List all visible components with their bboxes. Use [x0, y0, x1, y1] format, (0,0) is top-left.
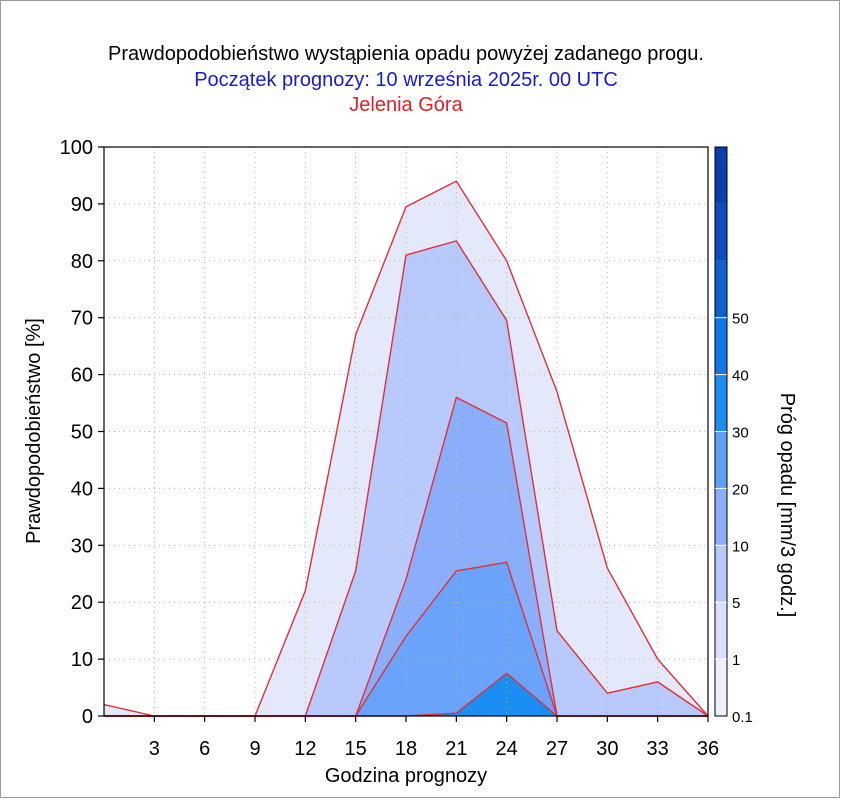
x-tick-label: 30 — [596, 738, 618, 760]
x-tick-label: 36 — [697, 738, 719, 760]
colorbar-band — [715, 374, 727, 432]
y-tick-label: 80 — [71, 251, 93, 273]
area-threshold-1 — [104, 240, 708, 716]
x-tick-label: 12 — [294, 738, 316, 760]
y-tick-label: 40 — [71, 478, 93, 500]
y-tick-label: 0 — [82, 706, 93, 728]
y-tick-label: 60 — [71, 365, 93, 387]
colorbar-tick-label: 40 — [732, 368, 749, 385]
colorbar-band — [715, 659, 727, 716]
area-threshold-10 — [104, 562, 708, 716]
colorbar-tick-label: 50 — [732, 311, 749, 328]
x-tick-label: 9 — [249, 738, 260, 760]
x-tick-label: 18 — [395, 738, 417, 760]
y-tick-label: 50 — [71, 422, 93, 444]
y-axis-ticks: 0 10 20 30 40 50 60 70 80 90 100 — [60, 137, 104, 728]
y-tick-label: 90 — [71, 194, 93, 216]
y-tick-label: 70 — [71, 308, 93, 330]
x-tick-label: 15 — [345, 738, 367, 760]
chart-title: Prawdopodobieństwo wystąpienia opadu pow… — [108, 43, 704, 65]
colorbar-tick-label: 5 — [732, 595, 740, 612]
colorbar-band — [715, 545, 727, 603]
x-tick-label: 6 — [199, 738, 210, 760]
y-tick-label: 20 — [71, 592, 93, 614]
colorbar-band — [715, 431, 727, 489]
colorbar-label: Próg opadu [mm/3 godz.] — [776, 393, 798, 618]
colorbar-band — [715, 317, 727, 375]
y-tick-label: 100 — [60, 137, 93, 159]
y-tick-label: 10 — [71, 649, 93, 671]
colorbar-tick-label: 20 — [732, 481, 749, 498]
x-tick-label: 27 — [546, 738, 568, 760]
forecast-start-subtitle: Początek prognozy: 10 września 2025r. 00… — [194, 69, 618, 91]
colorbar-tick-label: 30 — [732, 425, 749, 442]
y-tick-label: 30 — [71, 535, 93, 557]
colorbar-band — [715, 260, 727, 318]
colorbar-tick-label: 10 — [732, 538, 749, 555]
x-tick-label: 21 — [445, 738, 467, 760]
location-subtitle: Jelenia Góra — [349, 94, 463, 116]
colorbar-band — [715, 602, 727, 660]
colorbar-tick-label: 0.1 — [732, 709, 753, 726]
x-tick-label: 3 — [149, 738, 160, 760]
x-axis-ticks: 3 6 9 12 15 18 21 24 27 30 33 36 — [149, 716, 719, 760]
colorbar: 0.1 1 5 10 20 30 40 50 — [714, 146, 753, 726]
y-axis-label: Prawdopodobieństwo [%] — [23, 318, 45, 544]
colorbar-band — [715, 488, 727, 546]
x-axis-label: Godzina prognozy — [325, 765, 487, 787]
colorbar-tick-label: 1 — [732, 652, 740, 669]
colorbar-band — [715, 147, 727, 204]
x-tick-label: 33 — [647, 738, 669, 760]
x-tick-label: 24 — [496, 738, 518, 760]
colorbar-band — [715, 203, 727, 261]
